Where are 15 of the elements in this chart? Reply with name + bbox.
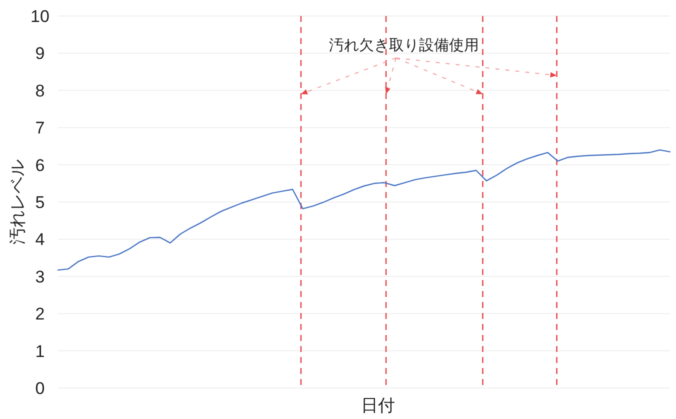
y-tick-label: 8	[35, 81, 45, 100]
y-axis-title: 汚れレベル	[8, 160, 27, 244]
y-tick-label: 3	[35, 267, 45, 286]
y-tick-label: 9	[35, 44, 45, 64]
annotation: 汚れ欠き取り設備使用	[329, 37, 479, 54]
y-tick-label: 0	[35, 379, 45, 398]
y-tick-label: 4	[35, 230, 45, 250]
x-axis-title: 日付	[361, 396, 395, 415]
y-tick-label: 1	[35, 342, 45, 361]
y-tick-label: 7	[35, 118, 45, 138]
y-tick-label: 6	[35, 156, 45, 175]
line-series	[57, 149, 671, 271]
y-tick-label: 5	[35, 193, 45, 212]
y-tick-label: 2	[35, 304, 45, 324]
y-tick-label: 10	[30, 7, 50, 26]
